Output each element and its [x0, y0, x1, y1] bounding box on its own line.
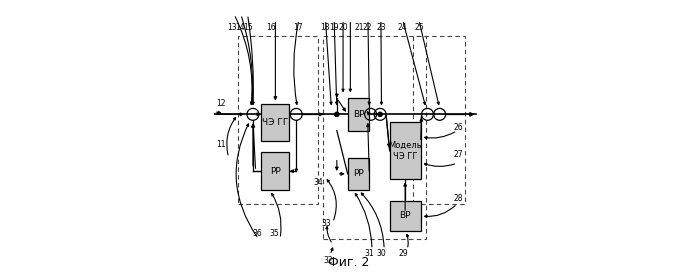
Text: 17: 17 [292, 23, 302, 32]
Text: 12: 12 [216, 99, 226, 108]
Bar [261, 152, 290, 190]
Text: 34: 34 [314, 178, 324, 187]
Bar [389, 201, 421, 231]
Bar [389, 122, 421, 179]
Circle shape [378, 112, 383, 117]
Bar [413, 36, 466, 204]
Text: 27: 27 [454, 150, 463, 159]
Text: 28: 28 [454, 194, 463, 203]
Text: РР: РР [270, 167, 281, 176]
Text: 32: 32 [324, 256, 334, 265]
Text: ЧЭ ГГ: ЧЭ ГГ [262, 118, 288, 127]
Text: 22: 22 [363, 23, 372, 32]
Text: 29: 29 [399, 249, 408, 258]
Text: 36: 36 [252, 229, 262, 238]
Text: 24: 24 [398, 23, 408, 32]
Text: Фиг. 2: Фиг. 2 [328, 256, 370, 268]
Text: 14: 14 [235, 23, 245, 32]
Text: ВР: ВР [399, 211, 411, 220]
Text: 16: 16 [266, 23, 275, 32]
Text: 11: 11 [216, 140, 225, 149]
Bar [261, 104, 290, 141]
Text: 35: 35 [269, 229, 279, 238]
Text: 31: 31 [364, 249, 374, 258]
Text: 25: 25 [414, 23, 424, 32]
Circle shape [334, 112, 339, 117]
Text: 21: 21 [355, 23, 364, 32]
Bar [348, 158, 369, 190]
Text: 23: 23 [376, 23, 386, 32]
Text: 19: 19 [329, 23, 339, 32]
Text: 15: 15 [244, 23, 253, 32]
Text: 13: 13 [228, 23, 237, 32]
Text: 20: 20 [339, 23, 348, 32]
Bar [348, 98, 369, 131]
Text: 33: 33 [321, 220, 331, 228]
Bar [323, 36, 426, 239]
Text: Модель
ЧЭ ГГ: Модель ЧЭ ГГ [388, 141, 422, 160]
Text: 30: 30 [377, 249, 387, 258]
Text: 18: 18 [320, 23, 329, 32]
Text: ВР: ВР [352, 110, 364, 119]
Text: 26: 26 [454, 123, 463, 132]
Bar [238, 36, 318, 204]
Text: РР: РР [353, 169, 364, 178]
